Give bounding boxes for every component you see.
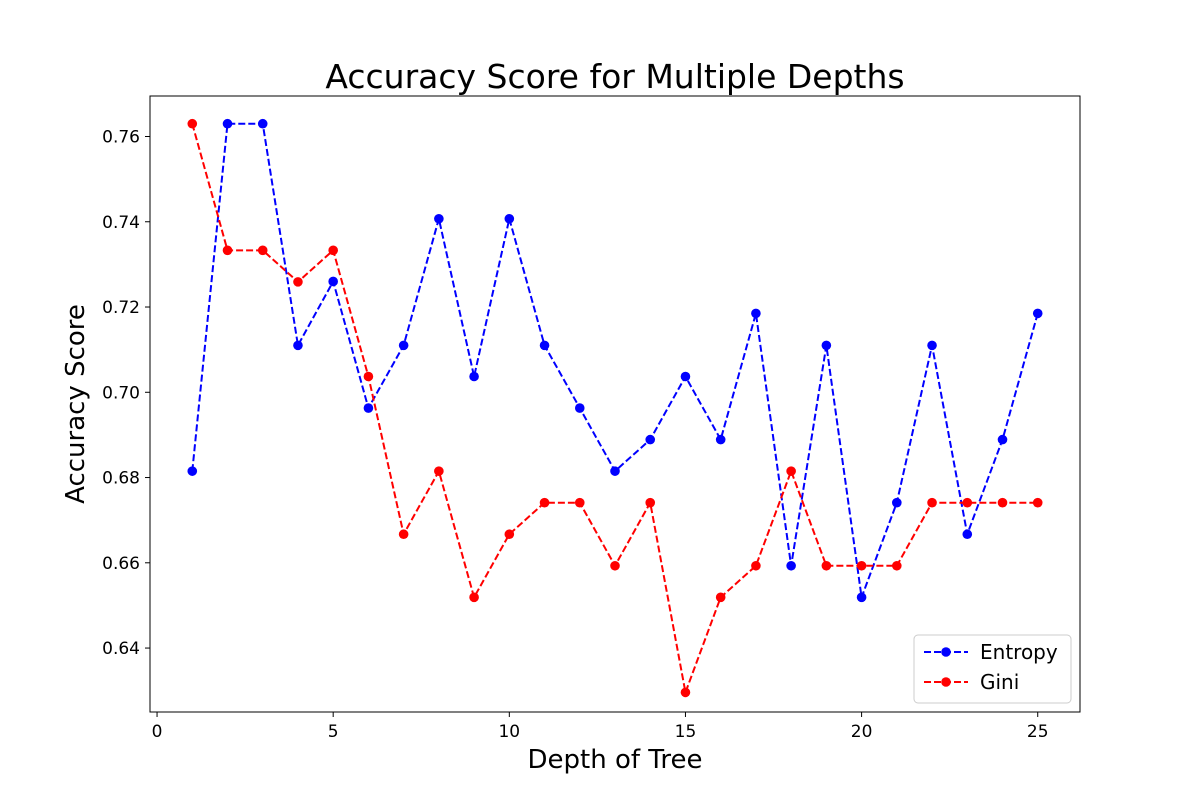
entropy-point (821, 340, 832, 351)
y-tick-label: 0.76 (102, 127, 140, 147)
entropy-point (997, 434, 1008, 445)
entropy-point (574, 403, 585, 413)
entropy-point (927, 340, 937, 351)
entropy-point (293, 340, 303, 351)
y-tick-label: 0.66 (102, 554, 140, 574)
gini-point (222, 245, 233, 256)
gini-point (539, 497, 550, 508)
chart-title: Accuracy Score for Multiple Depths (325, 57, 904, 96)
entropy-point (645, 434, 656, 445)
gini-point (363, 371, 374, 382)
gini-point (574, 497, 585, 508)
y-tick-label: 0.74 (102, 213, 140, 233)
gini-point (751, 560, 761, 571)
gini-point (1032, 497, 1043, 508)
gini-point (856, 560, 867, 571)
x-tick-label: 15 (675, 722, 697, 742)
gini-point (293, 277, 303, 287)
entropy-point (434, 213, 444, 224)
entropy-point (257, 118, 268, 129)
gini-legend-label: Gini (980, 670, 1019, 694)
gini-point (469, 592, 479, 603)
entropy-point (680, 371, 691, 382)
entropy-point (328, 276, 338, 287)
legend-box (913, 634, 1072, 704)
x-axis-label: Depth of Tree (528, 745, 703, 775)
x-tick-label: 0 (152, 722, 163, 742)
entropy-point (398, 340, 409, 351)
series-layer (187, 118, 1043, 698)
legend: Entropy Gini (913, 634, 1072, 704)
entropy-point (504, 213, 515, 224)
x-tick-label: 10 (498, 722, 520, 742)
plot-area (149, 95, 1081, 713)
entropy-point (715, 434, 726, 445)
x-axis: 0 5 10 15 20 25 (152, 712, 1049, 742)
y-axis-label: Accuracy Score (61, 304, 91, 504)
gini-point (927, 497, 937, 508)
gini-point (962, 497, 973, 508)
gini-point (786, 466, 796, 476)
gini-point (715, 592, 726, 603)
x-tick-label: 20 (851, 722, 873, 742)
gini-point (398, 529, 409, 540)
gini-point (328, 245, 338, 256)
gini-point (645, 497, 656, 508)
entropy-point (469, 371, 479, 382)
plot-frame (149, 95, 1081, 713)
y-axis: 0.64 0.66 0.68 0.70 0.72 0.74 0.76 (102, 127, 150, 659)
entropy-point (856, 592, 867, 603)
entropy-series-line (191, 122, 1039, 598)
entropy-point (751, 308, 761, 319)
entropy-point (610, 466, 620, 476)
y-tick-label: 0.72 (102, 298, 140, 318)
gini-point (257, 245, 268, 256)
gini-point (821, 560, 832, 571)
y-tick-label: 0.68 (102, 469, 140, 489)
gini-point (434, 466, 444, 476)
entropy-point (187, 466, 198, 476)
gini-point (610, 560, 620, 571)
entropy-point (962, 529, 973, 540)
gini-point (187, 118, 198, 129)
entropy-point (786, 560, 796, 571)
entropy-point (363, 403, 374, 413)
gini-point (504, 529, 515, 540)
gini-series-line (191, 123, 1038, 697)
gini-point (892, 560, 902, 571)
x-tick-label: 25 (1027, 722, 1049, 742)
entropy-legend-label: Entropy (980, 640, 1058, 664)
entropy-legend-marker (941, 647, 951, 657)
x-tick-label: 5 (328, 722, 339, 742)
y-tick-label: 0.70 (102, 383, 140, 403)
gini-point (680, 687, 691, 698)
gini-legend-marker (941, 677, 951, 687)
entropy-point (222, 118, 233, 129)
entropy-point (1032, 308, 1043, 319)
entropy-point (539, 340, 550, 351)
gini-point (997, 497, 1008, 508)
y-tick-label: 0.64 (102, 639, 140, 659)
entropy-point (892, 497, 902, 508)
